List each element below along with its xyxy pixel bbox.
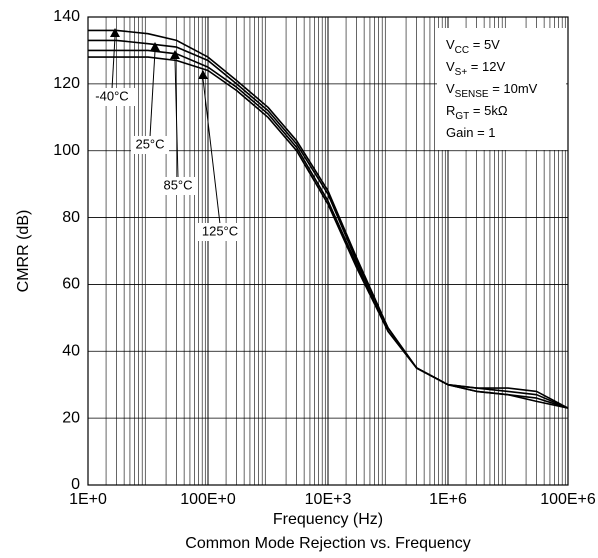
condition-main: V bbox=[446, 81, 455, 96]
y-tick-label: 40 bbox=[62, 343, 80, 360]
legend-label: 125°C bbox=[202, 223, 238, 238]
x-tick-label: 1E+6 bbox=[429, 491, 467, 508]
y-tick-label: 60 bbox=[62, 276, 80, 293]
annotation-arrow bbox=[149, 50, 156, 138]
condition-sub: GT bbox=[455, 111, 469, 122]
annotation-bg bbox=[89, 88, 135, 106]
x-axis-label: Frequency (Hz) bbox=[273, 511, 383, 528]
annotation-bg bbox=[197, 223, 243, 241]
plot-frame bbox=[87, 16, 569, 486]
condition-sub: CC bbox=[455, 45, 469, 56]
condition: Gain = 1 bbox=[446, 125, 496, 140]
annotation-bg bbox=[159, 177, 197, 195]
series-line bbox=[88, 39, 569, 409]
condition-rest: = 12V bbox=[467, 59, 505, 74]
x-tick-label: 100E+0 bbox=[180, 491, 236, 508]
condition-rest: = 5kΩ bbox=[469, 103, 508, 118]
condition-main: V bbox=[446, 59, 455, 74]
annotation-bg bbox=[131, 136, 169, 154]
y-axis-label: CMRR (dB) bbox=[15, 210, 32, 293]
annotation-arrow bbox=[111, 36, 116, 90]
conditions-box bbox=[437, 28, 566, 150]
y-tick-label: 80 bbox=[62, 209, 80, 226]
condition-sub: SENSE bbox=[455, 89, 489, 100]
x-tick-label: 10E+3 bbox=[305, 491, 352, 508]
x-tick-label: 100E+6 bbox=[540, 491, 596, 508]
condition: RGT = 5kΩ bbox=[446, 103, 508, 121]
condition-main: V bbox=[446, 37, 455, 52]
legend-label: 25°C bbox=[135, 136, 164, 151]
annotation-marker bbox=[198, 70, 208, 79]
condition-sub: S+ bbox=[455, 67, 468, 78]
condition-rest: = 5V bbox=[469, 37, 500, 52]
condition-main: R bbox=[446, 103, 455, 118]
legend-label: -40°C bbox=[95, 88, 128, 103]
y-tick-label: 0 bbox=[71, 476, 80, 493]
x-tick-label: 1E+0 bbox=[69, 491, 107, 508]
chart-title: Common Mode Rejection vs. Frequency bbox=[185, 535, 470, 552]
y-tick-label: 140 bbox=[53, 8, 80, 25]
series-line bbox=[88, 29, 569, 409]
annotation-arrow bbox=[202, 78, 221, 225]
series-line bbox=[88, 56, 569, 409]
annotation-marker bbox=[170, 50, 180, 59]
y-tick-label: 20 bbox=[62, 409, 80, 426]
condition: VS+ = 12V bbox=[446, 59, 505, 77]
annotation-marker bbox=[110, 28, 120, 37]
condition: VSENSE = 10mV bbox=[446, 81, 538, 99]
annotation-marker bbox=[150, 42, 160, 51]
y-tick-label: 120 bbox=[53, 75, 80, 92]
condition-rest: = 10mV bbox=[489, 81, 538, 96]
y-tick-label: 100 bbox=[53, 142, 80, 159]
lines bbox=[88, 29, 569, 409]
legend-label: 85°C bbox=[163, 177, 192, 192]
condition: VCC = 5V bbox=[446, 37, 500, 55]
annotation-arrow bbox=[174, 58, 179, 179]
condition-main: Gain = 1 bbox=[446, 125, 496, 140]
